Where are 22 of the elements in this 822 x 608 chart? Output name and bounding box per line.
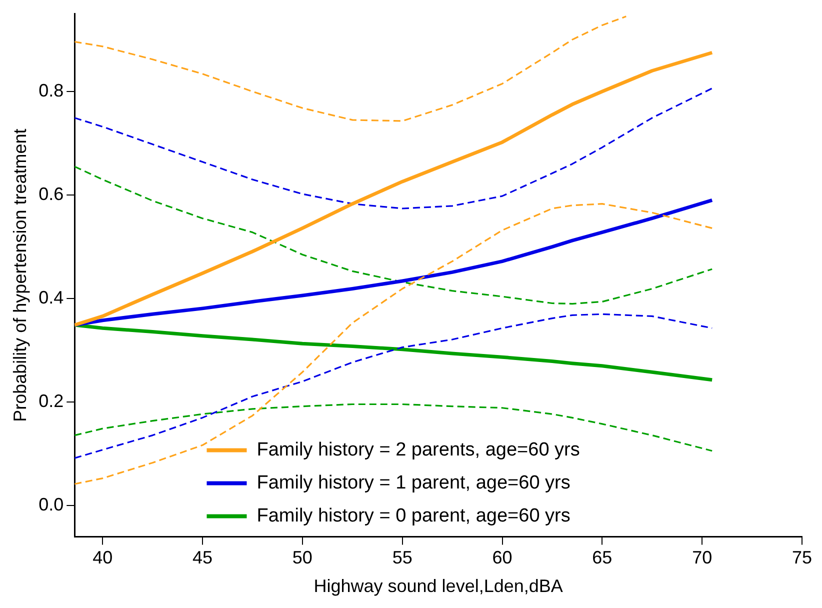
x-tick-label: 70 xyxy=(692,548,712,568)
y-tick-label: 0.4 xyxy=(38,288,64,308)
legend-label: Family history = 1 parent, age=60 yrs xyxy=(256,472,570,494)
y-tick-label: 0.0 xyxy=(38,494,64,515)
line-series xyxy=(74,166,713,305)
y-tick-label: 0.8 xyxy=(38,80,64,100)
x-axis-title: Highway sound level,Lden,dBA xyxy=(314,576,563,596)
y-axis-title: Probability of hypertension treatment xyxy=(10,128,30,422)
x-tick-label: 45 xyxy=(192,548,213,568)
x-tick-label: 60 xyxy=(492,548,512,568)
x-tick-label: 40 xyxy=(92,548,113,568)
line-series xyxy=(74,313,713,459)
legend-label: Family history = 0 parent, age=60 yrs xyxy=(256,506,570,527)
x-tick-label: 75 xyxy=(792,548,812,568)
y-tick-label: 0.2 xyxy=(38,391,64,412)
y-tick-label: 0.6 xyxy=(38,184,64,204)
legend-label: Family history = 2 parents, age=60 yrs xyxy=(256,440,580,461)
line-series xyxy=(74,16,627,122)
x-tick-label: 50 xyxy=(292,548,312,568)
line-series xyxy=(74,88,713,210)
x-tick-label: 55 xyxy=(392,548,412,568)
x-tick-label: 65 xyxy=(592,548,612,568)
